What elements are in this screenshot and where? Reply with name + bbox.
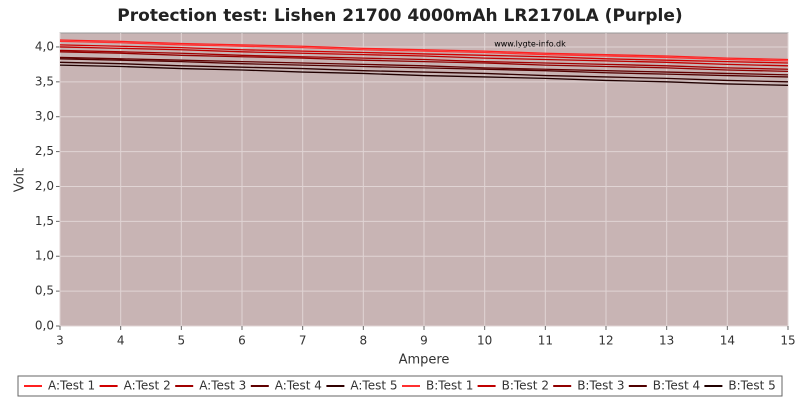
series-line bbox=[59, 46, 789, 67]
legend-label: B:Test 5 bbox=[728, 379, 775, 393]
x-tick-label: 11 bbox=[538, 334, 553, 348]
x-tick-label: 12 bbox=[598, 334, 613, 348]
x-tick-label: 6 bbox=[238, 334, 246, 348]
x-tick-label: 8 bbox=[360, 334, 368, 348]
legend-label: B:Test 1 bbox=[426, 379, 473, 393]
x-tick-label: 13 bbox=[659, 334, 674, 348]
x-tick-label: 7 bbox=[299, 334, 307, 348]
y-tick-label: 0,5 bbox=[35, 284, 54, 298]
y-tick-label: 4,0 bbox=[35, 39, 54, 53]
series-line bbox=[59, 58, 789, 78]
y-axis-label: Volt bbox=[13, 168, 28, 193]
x-tick-label: 15 bbox=[780, 334, 795, 348]
series-line bbox=[59, 61, 789, 83]
watermark: www.lygte-info.dk bbox=[494, 40, 566, 49]
x-axis-label: Ampere bbox=[399, 353, 450, 368]
legend-label: A:Test 5 bbox=[350, 379, 397, 393]
y-tick-label: 0,0 bbox=[35, 319, 54, 333]
x-tick-label: 14 bbox=[720, 334, 735, 348]
y-tick-label: 2,5 bbox=[35, 144, 54, 158]
legend-label: B:Test 3 bbox=[577, 379, 624, 393]
legend-label: A:Test 4 bbox=[275, 379, 322, 393]
legend-label: A:Test 3 bbox=[199, 379, 246, 393]
series-line bbox=[59, 56, 789, 76]
chart-title: Protection test: Lishen 21700 4000mAh LR… bbox=[117, 6, 682, 26]
legend-label: B:Test 2 bbox=[502, 379, 549, 393]
y-tick-label: 3,0 bbox=[35, 109, 54, 123]
series-line bbox=[59, 44, 789, 64]
legend-box bbox=[17, 375, 783, 397]
y-tick-label: 1,0 bbox=[35, 249, 54, 263]
x-tick-label: 3 bbox=[56, 334, 64, 348]
legend-label: A:Test 2 bbox=[124, 379, 171, 393]
series-line bbox=[59, 64, 789, 86]
y-tick-label: 1,5 bbox=[35, 214, 54, 228]
legend-label: B:Test 4 bbox=[653, 379, 700, 393]
series-line bbox=[59, 40, 789, 62]
x-tick-label: 4 bbox=[117, 334, 125, 348]
y-tick-label: 2,0 bbox=[35, 179, 54, 193]
x-tick-label: 5 bbox=[178, 334, 186, 348]
series-line bbox=[59, 51, 789, 73]
x-tick-label: 9 bbox=[420, 334, 428, 348]
y-tick-label: 3,5 bbox=[35, 74, 54, 88]
legend-label: A:Test 1 bbox=[48, 379, 95, 393]
series-line bbox=[59, 39, 789, 61]
x-tick-label: 10 bbox=[477, 334, 492, 348]
series-line bbox=[59, 49, 789, 70]
